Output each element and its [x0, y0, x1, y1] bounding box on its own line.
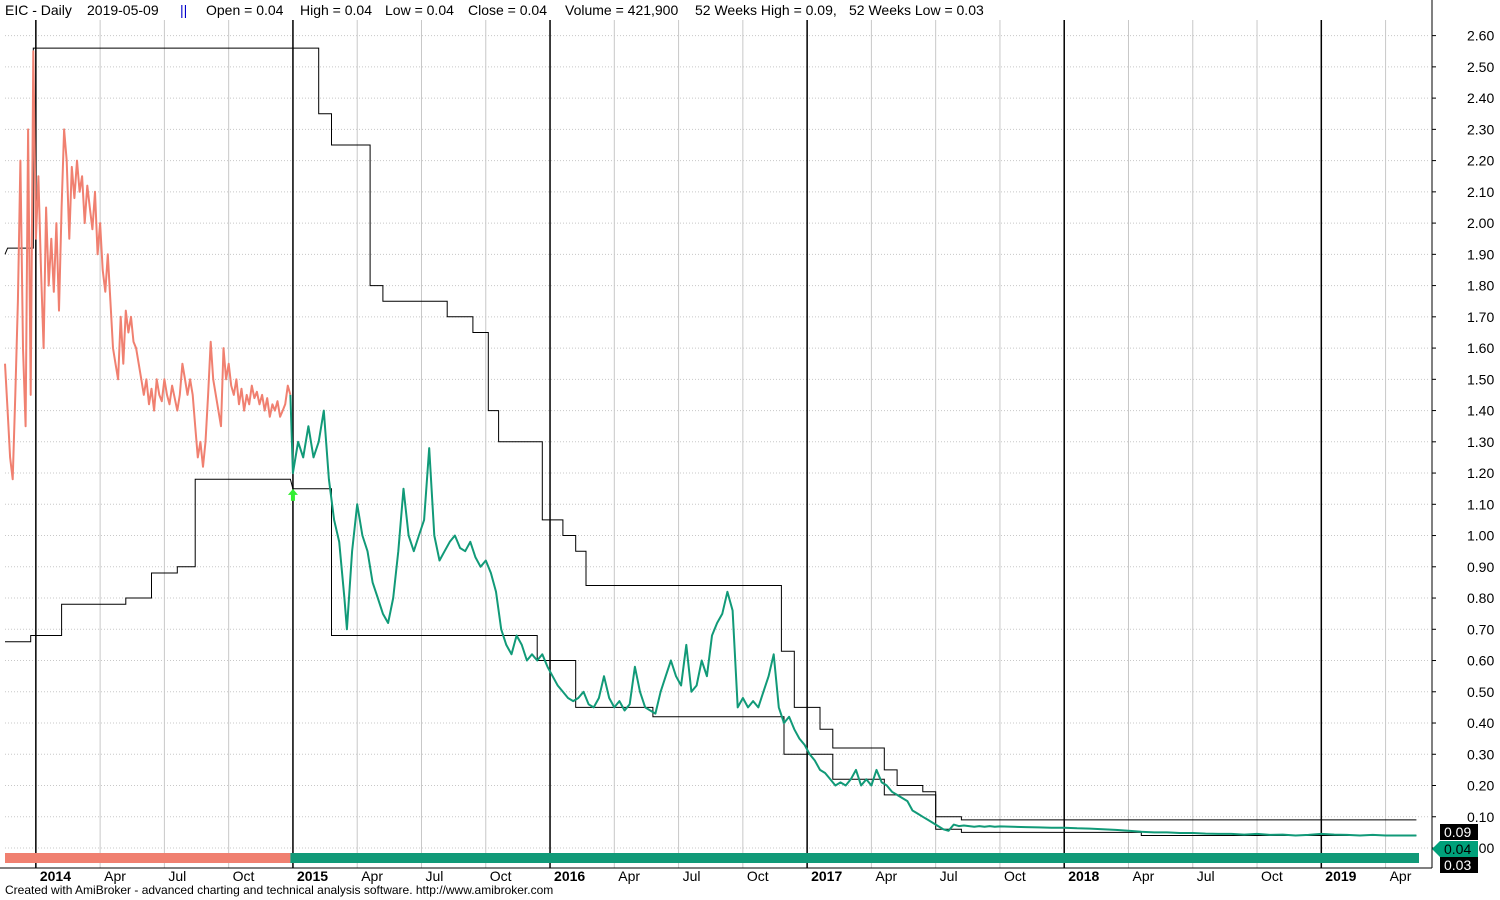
x-tick-label: Oct — [490, 868, 512, 884]
x-tick-label: Apr — [1390, 868, 1412, 884]
x-tick-label: 2014 — [40, 868, 71, 884]
x-tick-label: 2019 — [1325, 868, 1356, 884]
y-tick-label: 1.80 — [1467, 278, 1494, 294]
stop-line — [4, 47, 1417, 821]
x-tick-label: Apr — [361, 868, 383, 884]
x-tick-label: Jul — [1197, 868, 1215, 884]
x-tick-label: 2018 — [1068, 868, 1099, 884]
price-line-down — [4, 50, 292, 481]
x-tick-label: Jul — [425, 868, 443, 884]
y-tick-label: 0.50 — [1467, 684, 1494, 700]
price-tag-box — [1440, 824, 1478, 840]
price-line-up — [289, 394, 1417, 837]
header-open: Open = 0.04 — [206, 2, 284, 18]
x-tick-label: Apr — [104, 868, 126, 884]
x-tick-label: Apr — [618, 868, 640, 884]
x-tick-label: Apr — [1132, 868, 1154, 884]
y-tick-label: 1.20 — [1467, 465, 1494, 481]
x-tick-label: Apr — [875, 868, 897, 884]
y-tick-label: 2.10 — [1467, 184, 1494, 200]
y-axis: 0.000.100.200.300.400.500.600.700.800.90… — [1431, 0, 1494, 868]
price-labels: 0.090.040.03 — [1432, 824, 1478, 873]
x-tick-label: 2016 — [554, 868, 585, 884]
y-tick-label: 1.90 — [1467, 246, 1494, 262]
y-tick-label: 1.00 — [1467, 528, 1494, 544]
x-tick-label: Jul — [940, 868, 958, 884]
x-tick-label: Oct — [1261, 868, 1283, 884]
y-tick-label: 1.50 — [1467, 371, 1494, 387]
y-tick-label: 1.30 — [1467, 434, 1494, 450]
y-tick-label: 0.10 — [1467, 809, 1494, 825]
header-52w-low: 52 Weeks Low = 0.03 — [849, 2, 984, 18]
y-tick-label: 0.70 — [1467, 621, 1494, 637]
price-tag-label: 0.09 — [1444, 824, 1471, 840]
y-tick-label: 2.50 — [1467, 59, 1494, 75]
y-tick-label: 2.20 — [1467, 153, 1494, 169]
y-tick-label: 2.40 — [1467, 90, 1494, 106]
x-axis: 2014 Apr Jul Oct 2015 Apr Jul Oct 2016 Apr Jul Oct 2… — [0, 867, 1432, 884]
price-tag-box — [1440, 857, 1478, 873]
header-high: High = 0.04 — [300, 2, 372, 18]
y-tick-label: 0.60 — [1467, 653, 1494, 669]
trend-band — [5, 853, 1420, 863]
x-tick-label: 2015 — [297, 868, 328, 884]
signal-arrow — [287, 488, 298, 501]
price-tag-label: 0.03 — [1444, 857, 1471, 873]
y-tick-label: 0.90 — [1467, 559, 1494, 575]
chart-grid — [5, 20, 1429, 868]
y-tick-label: 2.60 — [1467, 28, 1494, 44]
symbol-title: EIC - Daily — [5, 2, 72, 18]
y-tick-label: 2.00 — [1467, 215, 1494, 231]
header-separator: || — [180, 2, 187, 18]
y-tick-label: 0.30 — [1467, 746, 1494, 762]
y-tick-label: 2.30 — [1467, 121, 1494, 137]
support-line — [5, 478, 1417, 836]
footer-credit: Created with AmiBroker - advanced charti… — [5, 883, 554, 897]
header-52w-high: 52 Weeks High = 0.09, — [695, 2, 837, 18]
y-tick-label: 1.10 — [1467, 496, 1494, 512]
y-tick-label: 0.80 — [1467, 590, 1494, 606]
price-tag-box — [1440, 841, 1478, 857]
price-pointer — [1432, 841, 1440, 857]
header-volume: Volume = 421,900 — [565, 2, 678, 18]
y-tick-label: 0.20 — [1467, 778, 1494, 794]
y-tick-label: 1.60 — [1467, 340, 1494, 356]
trend-band-up — [290, 853, 1420, 863]
y-tick-label: 0.40 — [1467, 715, 1494, 731]
x-tick-label: Jul — [683, 868, 701, 884]
price-tag-label: 0.04 — [1444, 841, 1471, 857]
trend-band-down — [5, 853, 291, 863]
header-close: Close = 0.04 — [468, 2, 547, 18]
x-tick-label: Oct — [1004, 868, 1026, 884]
x-tick-label: Oct — [747, 868, 769, 884]
chart-header: EIC - Daily 2019-05-09 || Open = 0.04 Hi… — [5, 2, 984, 18]
x-tick-label: Jul — [168, 868, 186, 884]
y-tick-label: 1.40 — [1467, 403, 1494, 419]
price-series — [4, 47, 1417, 837]
y-tick-label: 1.70 — [1467, 309, 1494, 325]
x-tick-label: Oct — [233, 868, 255, 884]
header-date: 2019-05-09 — [87, 2, 159, 18]
header-low: Low = 0.04 — [385, 2, 454, 18]
x-tick-label: 2017 — [811, 868, 842, 884]
buy-signal-arrow — [287, 488, 298, 501]
